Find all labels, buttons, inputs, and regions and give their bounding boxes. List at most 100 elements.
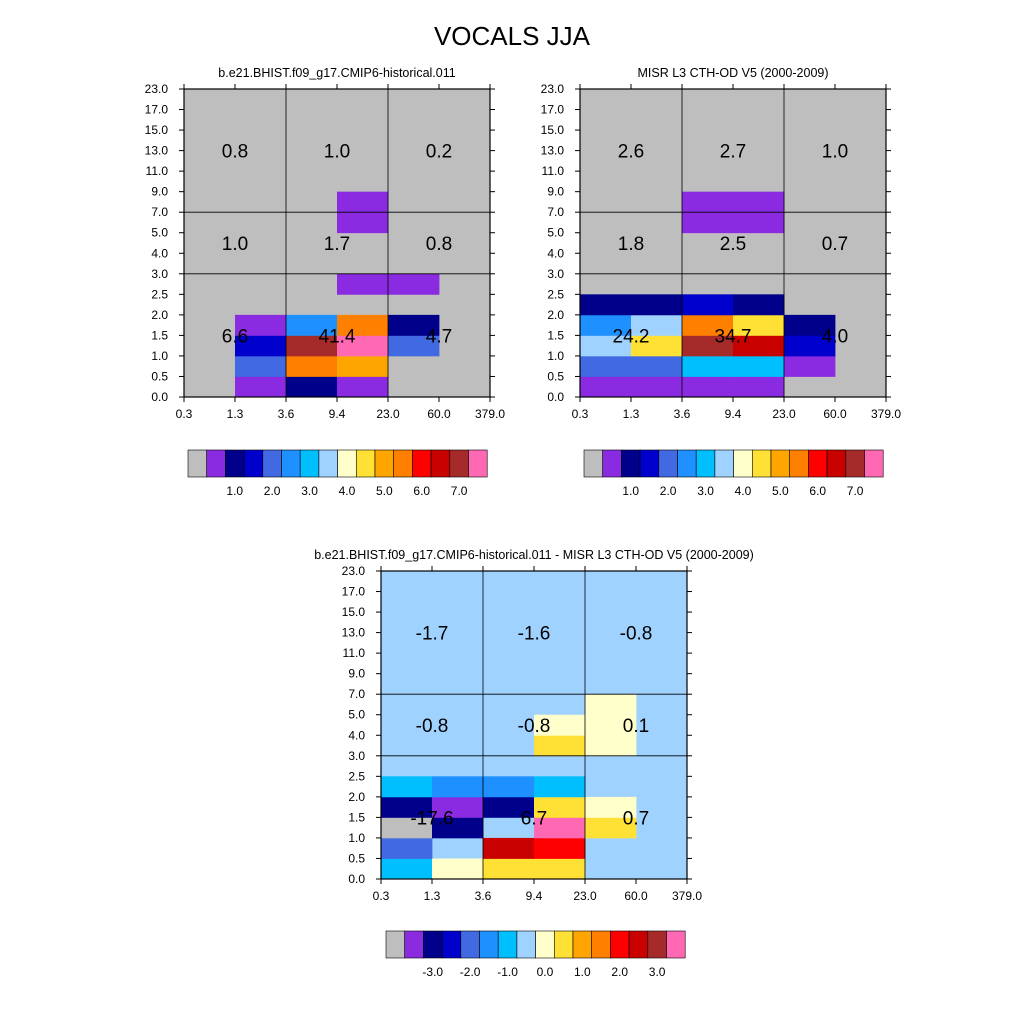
colorbar-label: 1.0 (622, 484, 639, 498)
y-tick-label: 4.0 (151, 246, 168, 260)
heatmap-cell (337, 376, 389, 398)
heatmap-cell (534, 776, 586, 798)
colorbar-swatch (430, 449, 451, 478)
y-tick-label: 4.0 (547, 246, 564, 260)
y-tick-label: 13.0 (145, 144, 169, 158)
x-tick-label: 379.0 (475, 407, 505, 421)
heatmap-cell (235, 355, 287, 377)
box-value-label: 6.7 (521, 808, 547, 829)
y-tick-label: 17.0 (145, 103, 169, 117)
x-tick-label: 60.0 (823, 407, 847, 421)
heatmap-cell (432, 817, 484, 839)
y-tick-label: 7.0 (151, 205, 168, 219)
heatmap-cell (784, 314, 836, 336)
colorbar-label: 0.0 (537, 965, 554, 979)
colorbar-swatch (318, 449, 338, 478)
box-value-label: -0.8 (416, 716, 449, 737)
heatmap-cell (631, 355, 683, 377)
colorbar-swatch (374, 449, 395, 478)
x-tick-label: 9.4 (725, 407, 742, 421)
colorbar-swatch (733, 449, 753, 478)
x-tick-label: 9.4 (526, 889, 543, 903)
heatmap-panel-1: b.e21.BHIST.f09_g17.CMIP6-historical.011… (145, 66, 506, 498)
heatmap-cell (381, 858, 433, 880)
colorbar-label: 4.0 (735, 484, 752, 498)
colorbar-label: 3.0 (301, 484, 318, 498)
colorbar-swatch (299, 449, 320, 478)
y-tick-label: 3.0 (348, 749, 365, 763)
box-value-label: 0.7 (623, 808, 649, 829)
heatmap-cell (388, 273, 440, 295)
colorbar-swatch (243, 449, 264, 478)
colorbar-swatch (647, 930, 667, 959)
colorbar-label: 3.0 (649, 965, 666, 979)
heatmap-cell (534, 735, 586, 757)
box-value-label: -0.8 (518, 716, 551, 737)
y-tick-label: 3.0 (151, 267, 168, 281)
y-tick-label: 2.0 (348, 790, 365, 804)
colorbar-label: 2.0 (660, 484, 677, 498)
colorbar-swatch (441, 930, 462, 959)
panel-title: MISR L3 CTH-OD V5 (2000-2009) (637, 66, 828, 80)
heatmap-cell (631, 376, 683, 398)
y-tick-label: 5.0 (348, 708, 365, 722)
colorbar-swatch (751, 449, 772, 478)
colorbar-swatch (864, 449, 884, 478)
heatmap-cell (337, 335, 389, 357)
heatmap-cell (388, 314, 440, 336)
heatmap-cell (534, 837, 586, 859)
heatmap-cell (534, 858, 586, 880)
heatmap-cell (682, 376, 734, 398)
colorbar-swatch (497, 930, 518, 959)
box-value-label: 2.5 (720, 234, 746, 255)
colorbar-swatch (460, 930, 480, 959)
heatmap-cell (432, 796, 484, 818)
y-tick-label: 5.0 (547, 226, 564, 240)
heatmap-cell (682, 191, 734, 213)
heatmap-cell (432, 776, 484, 798)
colorbar-label: 1.0 (574, 965, 591, 979)
colorbar-swatch (695, 449, 716, 478)
box-value-label: 4.0 (822, 326, 848, 347)
colorbar-swatch (572, 930, 593, 959)
y-tick-label: 7.0 (348, 687, 365, 701)
box-value-label: 0.8 (222, 142, 248, 163)
y-tick-label: 23.0 (342, 564, 366, 578)
box-value-label: 1.0 (822, 142, 848, 163)
colorbar-label: 1.0 (226, 484, 243, 498)
x-tick-label: 1.3 (424, 889, 441, 903)
heatmap-panel-2: MISR L3 CTH-OD V5 (2000-2009)0.00.51.01.… (541, 66, 902, 498)
y-tick-label: 11.0 (542, 164, 565, 178)
box-value-label: 6.6 (222, 326, 248, 347)
colorbar-swatch (187, 449, 208, 478)
y-tick-label: 0.0 (547, 390, 564, 404)
colorbar-swatch (281, 449, 301, 478)
colorbar-swatch (845, 449, 865, 478)
colorbar-label: -2.0 (460, 965, 481, 979)
heatmap-cell (286, 314, 338, 336)
heatmap-cell (682, 314, 734, 336)
box-value-label: 2.7 (720, 142, 746, 163)
y-tick-label: 9.0 (547, 185, 564, 199)
colorbar-swatch (337, 449, 357, 478)
colorbar-swatch (412, 449, 432, 478)
box-value-label: 0.8 (426, 234, 452, 255)
y-tick-label: 3.0 (547, 267, 564, 281)
heatmap-cell (337, 191, 389, 213)
colorbar-label: 6.0 (809, 484, 826, 498)
heatmap-cell (580, 294, 632, 316)
y-tick-label: 17.0 (541, 103, 565, 117)
heatmap-cell (733, 376, 785, 398)
heatmap-cell (580, 314, 632, 336)
y-tick-label: 9.0 (151, 185, 168, 199)
colorbar-swatch (789, 449, 809, 478)
heatmap-cell (631, 335, 683, 357)
colorbar-swatch (677, 449, 697, 478)
colorbar-swatch (468, 449, 488, 478)
heatmap-cell (337, 355, 389, 377)
heatmap-cell (733, 335, 785, 357)
y-tick-label: 2.5 (151, 287, 168, 301)
figure-title: VOCALS JJA (434, 21, 591, 51)
colorbar-label: -1.0 (497, 965, 518, 979)
